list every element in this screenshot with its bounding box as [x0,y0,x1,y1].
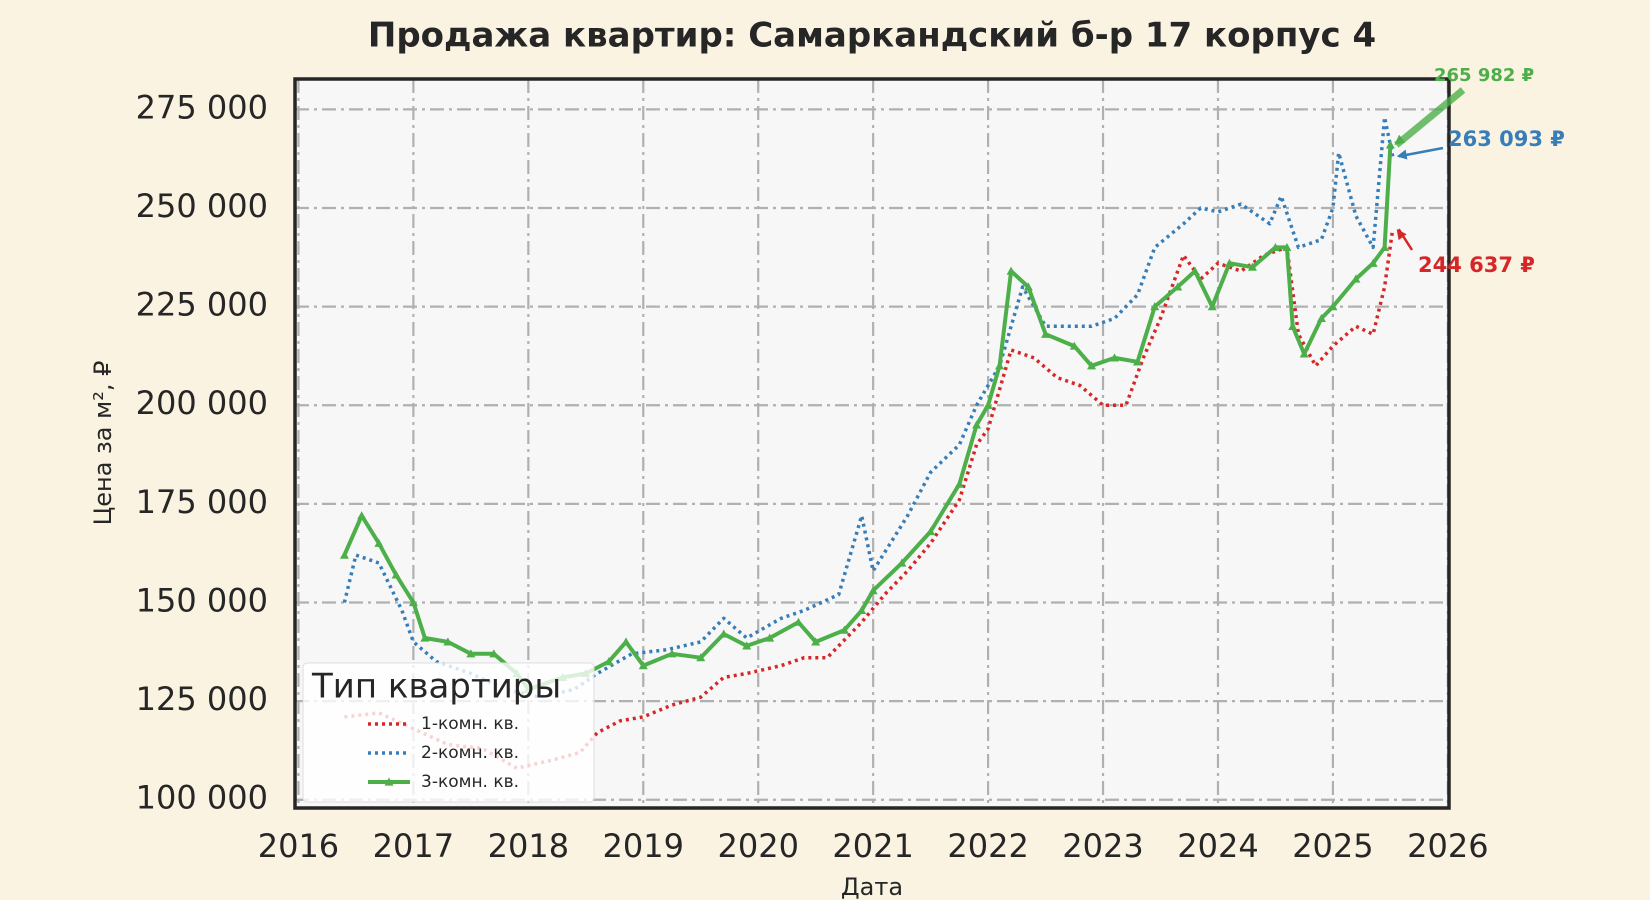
annotation-arrowhead [1396,229,1407,241]
x-tick-label: 2020 [717,827,798,865]
point-marker [1087,361,1097,370]
point-marker [811,637,821,646]
point-marker [719,629,729,638]
point-marker [357,511,367,520]
legend-title: Тип квартиры [311,667,561,707]
point-marker [1207,302,1217,311]
point-marker [1069,341,1079,350]
point-marker [420,633,430,642]
point-marker [995,361,1005,370]
annotation-arrowhead [1396,149,1408,160]
point-marker [765,633,775,642]
y-axis-label: Цена за м², ₽ [89,361,117,526]
point-marker [1247,262,1257,271]
point-marker [897,558,907,567]
point-marker [1023,282,1033,291]
legend-marker [384,777,394,786]
x-axis-label: Дата [841,873,903,900]
x-tick-label: 2022 [947,827,1028,865]
point-marker [1006,266,1016,275]
plot-frame [293,77,1451,810]
point-marker [1328,302,1338,311]
point-marker [857,605,867,614]
annotation-arrow [1394,87,1466,148]
legend-box [302,662,595,803]
point-marker [1368,258,1378,267]
point-marker [1173,282,1183,291]
point-marker [374,538,384,547]
y-tick-label: 275 000 [136,88,268,126]
point-marker [667,649,677,658]
y-tick-label: 200 000 [136,384,268,422]
y-tick-label: 100 000 [136,779,268,817]
annotation-label: 265 982 ₽ [1434,65,1534,86]
legend-label: 2-комн. кв. [421,743,519,763]
point-marker [868,586,878,595]
point-marker [1316,313,1326,323]
point-marker [1288,321,1298,330]
x-tick-label: 2025 [1292,827,1373,865]
legend-label: 3-комн. кв. [421,772,519,792]
y-tick-label: 150 000 [136,581,268,619]
point-marker [408,597,418,607]
point-marker [1150,302,1160,311]
y-tick-label: 250 000 [136,187,268,225]
point-marker [1299,349,1309,358]
point-marker [742,641,752,650]
y-tick-label: 125 000 [136,680,268,718]
point-marker [1351,274,1361,283]
point-marker [391,570,401,579]
x-tick-label: 2024 [1177,827,1258,865]
chart-title: Продажа квартир: Самаркандский б-р 17 ко… [368,16,1376,56]
series-line [344,228,1395,770]
point-marker [972,420,982,429]
point-marker [621,637,631,646]
x-tick-label: 2017 [373,827,454,865]
point-marker [638,661,648,670]
point-marker [793,617,803,626]
point-marker [489,649,499,658]
point-marker [339,550,349,559]
annotations: 244 637 ₽ 263 093 ₽ 265 982 ₽ [1394,65,1565,277]
point-marker [443,637,453,646]
point-marker [1380,242,1390,252]
x-tick-label: 2021 [832,827,913,865]
point-marker [954,479,964,488]
legend: Тип квартиры 1-комн. кв. 2-комн. кв. 3-ком… [302,662,595,803]
x-tick-label: 2018 [488,827,569,865]
point-marker [1133,357,1143,366]
point-marker [696,653,706,662]
annotation-label: 263 093 ₽ [1448,127,1565,151]
point-marker [1190,266,1200,275]
point-marker [926,526,936,536]
point-marker [466,649,476,658]
legend-label: 1-комн. кв. [421,714,519,734]
x-tick-label: 2026 [1407,827,1488,865]
point-marker [983,400,993,409]
x-tick-label: 2016 [258,827,339,865]
point-marker [839,625,849,634]
annotation-arrowhead [1394,134,1406,145]
x-tick-label: 2019 [603,827,684,865]
point-marker [1041,329,1051,338]
y-tick-label: 175 000 [136,483,268,521]
point-marker [1385,140,1395,149]
y-tick-label: 225 000 [136,286,268,324]
x-tick-label: 2023 [1062,827,1143,865]
annotation-label: 244 637 ₽ [1418,253,1535,277]
point-marker [1282,242,1292,252]
point-marker [1224,258,1234,267]
point-marker [604,657,614,666]
point-marker [1270,242,1280,252]
point-marker [1110,353,1120,362]
